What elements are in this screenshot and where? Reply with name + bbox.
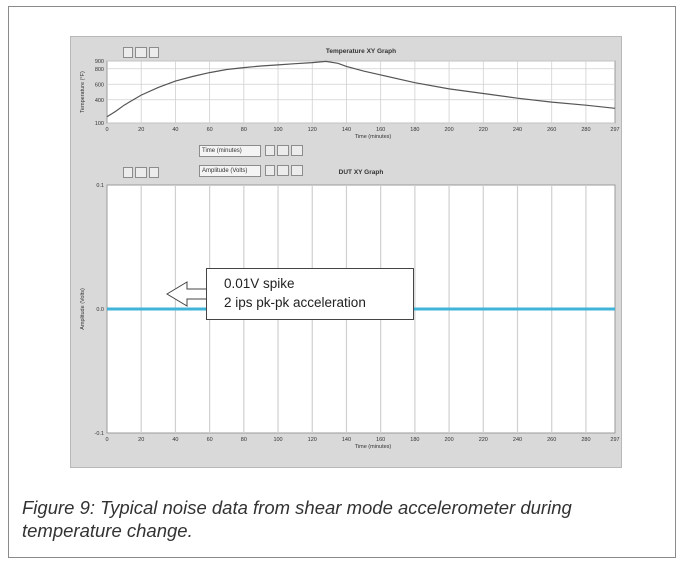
- callout-line-1: 0.01V spike: [224, 276, 295, 291]
- temp-y-tick-label: 400: [95, 98, 104, 104]
- callout-line-2: 2 ips pk-pk acceleration: [224, 295, 366, 310]
- dut-zoom-tool-icon[interactable]: [135, 167, 147, 178]
- dut-x-tick-label: 80: [241, 437, 247, 443]
- dut-x-tick-label: 140: [342, 437, 351, 443]
- dut-x-tick-label: 0: [105, 437, 108, 443]
- dut-x-tick-label: 40: [172, 437, 178, 443]
- time-scale-control[interactable]: Time (minutes): [199, 145, 261, 157]
- spike-callout: 0.01V spike 2 ips pk-pk acceleration: [206, 268, 414, 320]
- amplitude-scale-lock-icon[interactable]: [265, 165, 275, 176]
- temp-x-tick-label: 200: [444, 127, 453, 133]
- amplitude-scale-precision-icon[interactable]: [291, 165, 303, 176]
- dut-x-tick-label: 260: [547, 437, 556, 443]
- amplitude-scale-format-icon[interactable]: [277, 165, 289, 176]
- temp-x-axis-label: Time (minutes): [355, 134, 392, 140]
- dut-x-tick-label: 297: [610, 437, 619, 443]
- temp-x-tick-label: 120: [308, 127, 317, 133]
- temp-y-axis-label: Temperature (°F): [80, 71, 86, 113]
- dut-y-axis-label: Amplitude (Volts): [80, 288, 86, 330]
- temp-x-tick-label: 140: [342, 127, 351, 133]
- temp-x-tick-label: 80: [241, 127, 247, 133]
- dut-x-tick-label: 240: [513, 437, 522, 443]
- temp-y-tick-label: 100: [95, 121, 104, 127]
- dut-x-tick-label: 160: [376, 437, 385, 443]
- dut-x-axis-label: Time (minutes): [355, 444, 392, 450]
- temp-x-tick-label: 280: [581, 127, 590, 133]
- dut-x-tick-label: 280: [581, 437, 590, 443]
- time-scale-lock-icon[interactable]: [265, 145, 275, 156]
- dut-graph-title: DUT XY Graph: [339, 169, 384, 176]
- temp-plot-area: [106, 60, 616, 124]
- temp-x-tick-label: 20: [138, 127, 144, 133]
- temp-x-tick-label: 220: [479, 127, 488, 133]
- graph-panel: Temperature XY Graph 0 20 40 60 80 100 120 140 16…: [70, 36, 622, 468]
- time-scale-precision-icon[interactable]: [291, 145, 303, 156]
- temp-x-tick-label: 40: [172, 127, 178, 133]
- dut-x-tick-label: 60: [207, 437, 213, 443]
- time-scale-format-icon[interactable]: [277, 145, 289, 156]
- dut-x-tick-label: 200: [444, 437, 453, 443]
- temp-y-tick-label: 900: [95, 59, 104, 65]
- amplitude-scale-control[interactable]: Amplitude (Volts): [199, 165, 261, 177]
- temp-x-tick-label: 180: [410, 127, 419, 133]
- dut-pan-tool-icon[interactable]: [149, 167, 159, 178]
- temp-x-tick-label: 60: [207, 127, 213, 133]
- figure-caption: Figure 9: Typical noise data from shear …: [22, 497, 572, 541]
- temp-y-tick-label: 800: [95, 67, 104, 73]
- dut-x-tick-label: 180: [410, 437, 419, 443]
- pan-tool-icon[interactable]: [149, 47, 159, 58]
- dut-x-tick-label: 120: [308, 437, 317, 443]
- dut-x-tick-label: 100: [273, 437, 282, 443]
- temp-y-tick-label: 600: [95, 82, 104, 88]
- dut-x-tick-label: 220: [479, 437, 488, 443]
- temp-x-tick-label: 160: [376, 127, 385, 133]
- graphs-svg: Temperature XY Graph 0 20 40 60 80 100 120 140 16…: [80, 48, 620, 450]
- dut-y-tick-label: 0.0: [96, 307, 104, 313]
- temperature-graph-title: Temperature XY Graph: [326, 48, 396, 55]
- dut-cursor-tool-icon[interactable]: [123, 167, 133, 178]
- temp-x-tick-label: 260: [547, 127, 556, 133]
- dut-y-tick-label: -0.1: [95, 431, 104, 437]
- temp-x-tick-label: 0: [105, 127, 108, 133]
- temperature-trace: [106, 60, 616, 118]
- temp-x-tick-label: 240: [513, 127, 522, 133]
- cursor-tool-icon[interactable]: [123, 47, 133, 58]
- temp-x-tick-label: 297: [610, 127, 619, 133]
- zoom-tool-icon[interactable]: [135, 47, 147, 58]
- dut-x-tick-label: 20: [138, 437, 144, 443]
- dut-y-tick-label: 0.1: [96, 183, 104, 189]
- temp-x-tick-label: 100: [273, 127, 282, 133]
